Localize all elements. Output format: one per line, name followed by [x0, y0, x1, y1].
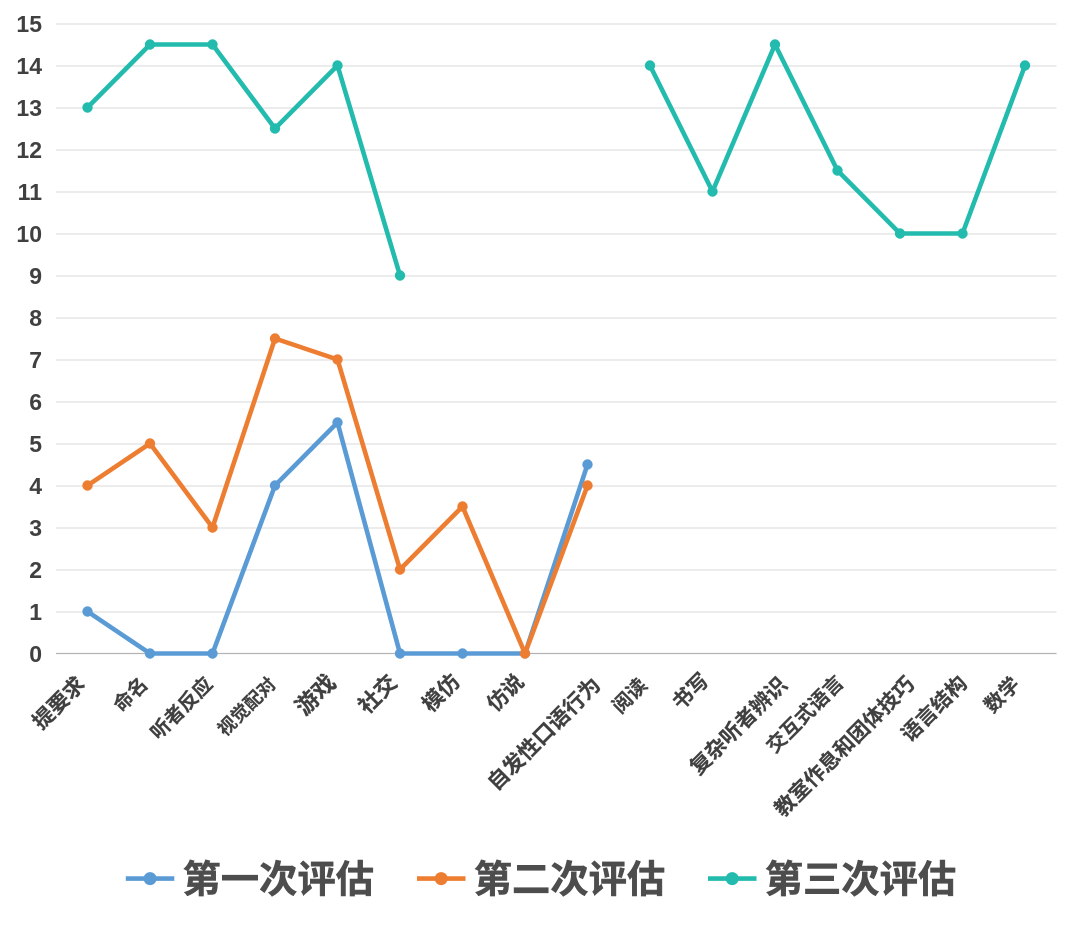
- svg-text:11: 11: [18, 179, 43, 205]
- svg-text:12: 12: [16, 137, 42, 163]
- svg-text:7: 7: [29, 347, 42, 373]
- svg-text:10: 10: [16, 221, 42, 247]
- svg-text:0: 0: [29, 641, 42, 667]
- svg-text:5: 5: [29, 431, 42, 457]
- svg-text:2: 2: [29, 557, 42, 583]
- svg-text:14: 14: [16, 53, 42, 79]
- svg-text:3: 3: [29, 515, 42, 541]
- svg-text:8: 8: [29, 305, 42, 331]
- svg-text:9: 9: [29, 263, 42, 289]
- svg-text:15: 15: [16, 11, 42, 37]
- svg-text:13: 13: [16, 95, 42, 121]
- svg-text:1: 1: [29, 599, 42, 625]
- svg-text:6: 6: [29, 389, 42, 415]
- svg-text:4: 4: [29, 473, 42, 499]
